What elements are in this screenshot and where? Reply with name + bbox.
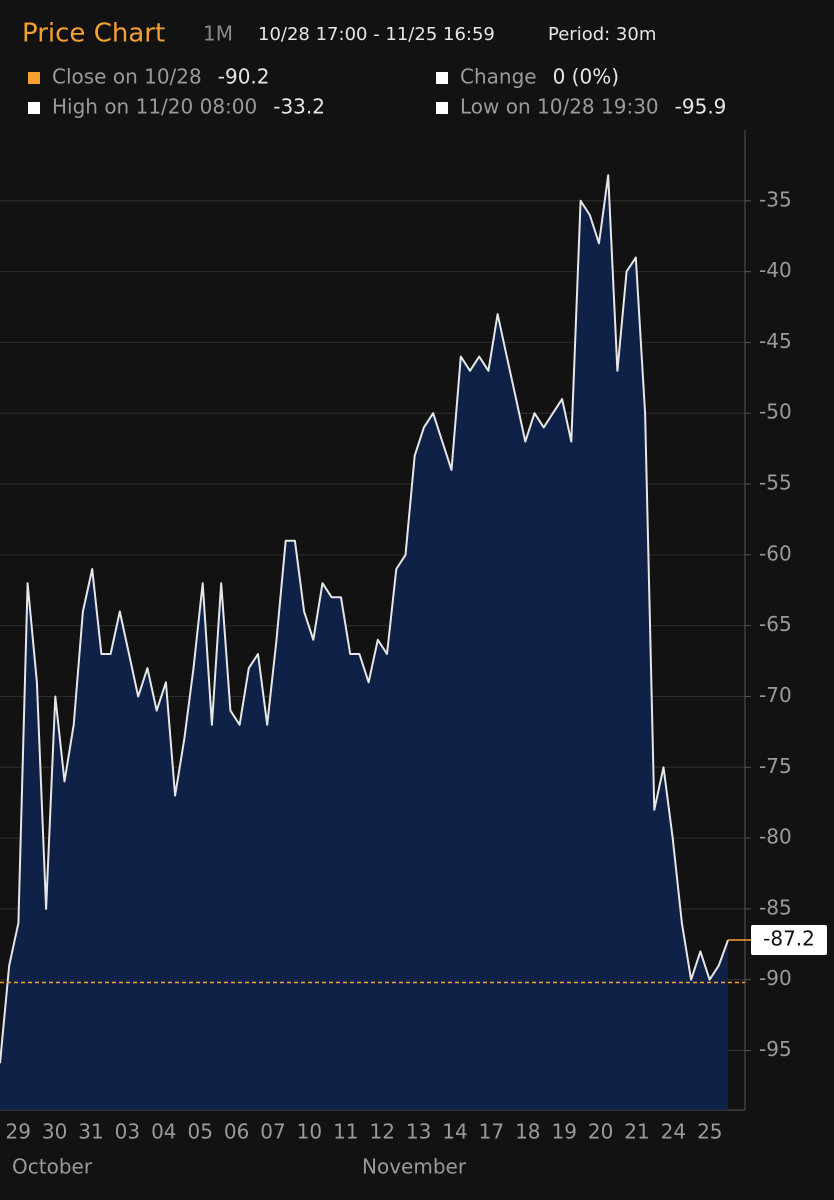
last-label: -87.2 (763, 927, 815, 951)
title: Price Chart (22, 19, 165, 49)
y-tick-label: -55 (759, 471, 792, 495)
line (0, 174, 729, 1064)
legend-value: -95.9 (675, 95, 727, 119)
x-tick-label: 20 (588, 1120, 613, 1144)
y-tick-label: -85 (759, 895, 792, 919)
legend-label: Change (460, 65, 537, 89)
x-tick-label: 12 (369, 1120, 394, 1144)
y-tick-label: -75 (759, 754, 792, 778)
y-tick-label: -40 (759, 258, 792, 282)
x-tick-label: 13 (406, 1120, 431, 1144)
area (0, 175, 728, 1111)
y-tick-label: -50 (759, 400, 792, 424)
x-tick-label: 07 (260, 1120, 285, 1144)
y-tick-label: -95 (759, 1037, 792, 1061)
y-tick-label: -70 (759, 683, 792, 707)
legend-label: Low on 10/28 19:30 (460, 95, 659, 119)
x-tick-label: 18 (515, 1120, 540, 1144)
range: 1M (203, 22, 233, 46)
x-tick-label: 05 (187, 1120, 212, 1144)
legend-value: 0 (0%) (553, 65, 619, 89)
y-tick-label: -35 (759, 187, 792, 211)
x-tick-label: 11 (333, 1120, 358, 1144)
x-tick-label: 14 (442, 1120, 467, 1144)
month-label: October (12, 1155, 93, 1179)
legend-swatch (28, 102, 40, 114)
month-label: November (362, 1155, 467, 1179)
y-tick-label: -60 (759, 541, 792, 565)
x-tick-label: 29 (5, 1120, 30, 1144)
y-tick-label: -65 (759, 612, 792, 636)
x-tick-label: 31 (78, 1120, 103, 1144)
legend-label: Close on 10/28 (52, 65, 202, 89)
x-tick-label: 30 (42, 1120, 67, 1144)
x-tick-label: 25 (697, 1120, 722, 1144)
legend-value: -33.2 (273, 95, 325, 119)
x-tick-label: 10 (297, 1120, 322, 1144)
last-label-box (751, 925, 827, 956)
x-tick-label: 06 (224, 1120, 249, 1144)
legend-value: -90.2 (218, 65, 270, 89)
y-tick-label: -80 (759, 825, 792, 849)
x-tick-label: 03 (115, 1120, 140, 1144)
legend-swatch (436, 72, 448, 84)
x-tick-label: 04 (151, 1120, 176, 1144)
x-tick-label: 19 (551, 1120, 576, 1144)
x-tick-label: 17 (479, 1120, 504, 1144)
dates: 10/28 17:00 - 11/25 16:59 (258, 24, 495, 45)
y-tick-label: -90 (759, 966, 792, 990)
legend-swatch (28, 72, 40, 84)
period: Period: 30m (548, 24, 656, 45)
y-tick-label: -45 (759, 329, 792, 353)
legend-label: High on 11/20 08:00 (52, 95, 257, 119)
legend-swatch (436, 102, 448, 114)
x-tick-label: 21 (624, 1120, 649, 1144)
x-tick-label: 24 (661, 1120, 686, 1144)
